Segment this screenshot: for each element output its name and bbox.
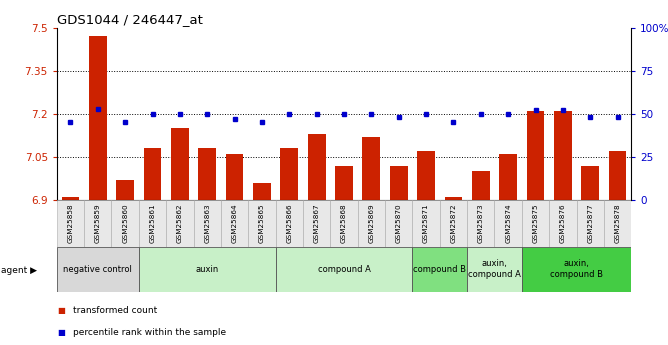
FancyBboxPatch shape bbox=[549, 200, 576, 247]
Bar bbox=[308, 134, 325, 200]
Text: GSM25863: GSM25863 bbox=[204, 204, 210, 243]
FancyBboxPatch shape bbox=[248, 200, 276, 247]
FancyBboxPatch shape bbox=[467, 247, 522, 292]
FancyBboxPatch shape bbox=[57, 247, 139, 292]
Bar bbox=[281, 148, 298, 200]
Text: GSM25876: GSM25876 bbox=[560, 204, 566, 243]
Bar bbox=[144, 148, 162, 200]
Bar bbox=[171, 128, 189, 200]
Bar bbox=[526, 111, 544, 200]
Text: GSM25859: GSM25859 bbox=[95, 204, 101, 243]
Text: GSM25864: GSM25864 bbox=[232, 204, 238, 243]
Text: GSM25870: GSM25870 bbox=[395, 204, 401, 243]
Bar bbox=[89, 36, 107, 200]
FancyBboxPatch shape bbox=[576, 200, 604, 247]
Bar bbox=[61, 197, 79, 200]
FancyBboxPatch shape bbox=[221, 200, 248, 247]
Bar bbox=[253, 183, 271, 200]
Text: GSM25869: GSM25869 bbox=[368, 204, 374, 243]
Bar bbox=[226, 154, 243, 200]
Bar bbox=[335, 166, 353, 200]
Text: percentile rank within the sample: percentile rank within the sample bbox=[73, 328, 226, 337]
Text: GSM25865: GSM25865 bbox=[259, 204, 265, 243]
FancyBboxPatch shape bbox=[604, 200, 631, 247]
Text: auxin: auxin bbox=[196, 265, 219, 274]
Text: auxin,
compound A: auxin, compound A bbox=[468, 259, 521, 279]
Text: GSM25872: GSM25872 bbox=[450, 204, 456, 243]
FancyBboxPatch shape bbox=[276, 247, 412, 292]
Text: GSM25878: GSM25878 bbox=[615, 204, 621, 243]
FancyBboxPatch shape bbox=[166, 200, 194, 247]
Text: compound A: compound A bbox=[317, 265, 371, 274]
Text: GSM25874: GSM25874 bbox=[505, 204, 511, 243]
Text: agent ▶: agent ▶ bbox=[1, 266, 37, 275]
Bar bbox=[418, 151, 435, 200]
Text: ■: ■ bbox=[57, 306, 65, 315]
Bar bbox=[609, 151, 627, 200]
Text: GSM25877: GSM25877 bbox=[587, 204, 593, 243]
FancyBboxPatch shape bbox=[139, 247, 276, 292]
Bar bbox=[554, 111, 572, 200]
Bar bbox=[198, 148, 216, 200]
FancyBboxPatch shape bbox=[84, 200, 112, 247]
Text: auxin,
compound B: auxin, compound B bbox=[550, 259, 603, 279]
FancyBboxPatch shape bbox=[139, 200, 166, 247]
FancyBboxPatch shape bbox=[303, 200, 331, 247]
Text: compound B: compound B bbox=[413, 265, 466, 274]
FancyBboxPatch shape bbox=[112, 200, 139, 247]
FancyBboxPatch shape bbox=[57, 200, 84, 247]
FancyBboxPatch shape bbox=[194, 200, 221, 247]
Text: GDS1044 / 246447_at: GDS1044 / 246447_at bbox=[57, 13, 202, 27]
FancyBboxPatch shape bbox=[494, 200, 522, 247]
FancyBboxPatch shape bbox=[276, 200, 303, 247]
Text: GSM25867: GSM25867 bbox=[314, 204, 320, 243]
Bar bbox=[390, 166, 407, 200]
Text: GSM25868: GSM25868 bbox=[341, 204, 347, 243]
Bar bbox=[581, 166, 599, 200]
Text: ■: ■ bbox=[57, 328, 65, 337]
Text: GSM25866: GSM25866 bbox=[287, 204, 293, 243]
Bar bbox=[445, 197, 462, 200]
Text: negative control: negative control bbox=[63, 265, 132, 274]
FancyBboxPatch shape bbox=[522, 247, 631, 292]
Text: GSM25862: GSM25862 bbox=[177, 204, 183, 243]
FancyBboxPatch shape bbox=[412, 200, 440, 247]
FancyBboxPatch shape bbox=[357, 200, 385, 247]
Bar bbox=[472, 171, 490, 200]
Bar bbox=[116, 180, 134, 200]
Text: GSM25871: GSM25871 bbox=[423, 204, 429, 243]
FancyBboxPatch shape bbox=[522, 200, 549, 247]
Bar bbox=[363, 137, 380, 200]
Text: GSM25875: GSM25875 bbox=[532, 204, 538, 243]
Text: GSM25860: GSM25860 bbox=[122, 204, 128, 243]
FancyBboxPatch shape bbox=[467, 200, 494, 247]
Text: GSM25861: GSM25861 bbox=[150, 204, 156, 243]
FancyBboxPatch shape bbox=[331, 200, 357, 247]
FancyBboxPatch shape bbox=[412, 247, 467, 292]
FancyBboxPatch shape bbox=[385, 200, 412, 247]
Text: GSM25873: GSM25873 bbox=[478, 204, 484, 243]
Bar bbox=[499, 154, 517, 200]
FancyBboxPatch shape bbox=[440, 200, 467, 247]
Text: GSM25858: GSM25858 bbox=[67, 204, 73, 243]
Text: transformed count: transformed count bbox=[73, 306, 158, 315]
